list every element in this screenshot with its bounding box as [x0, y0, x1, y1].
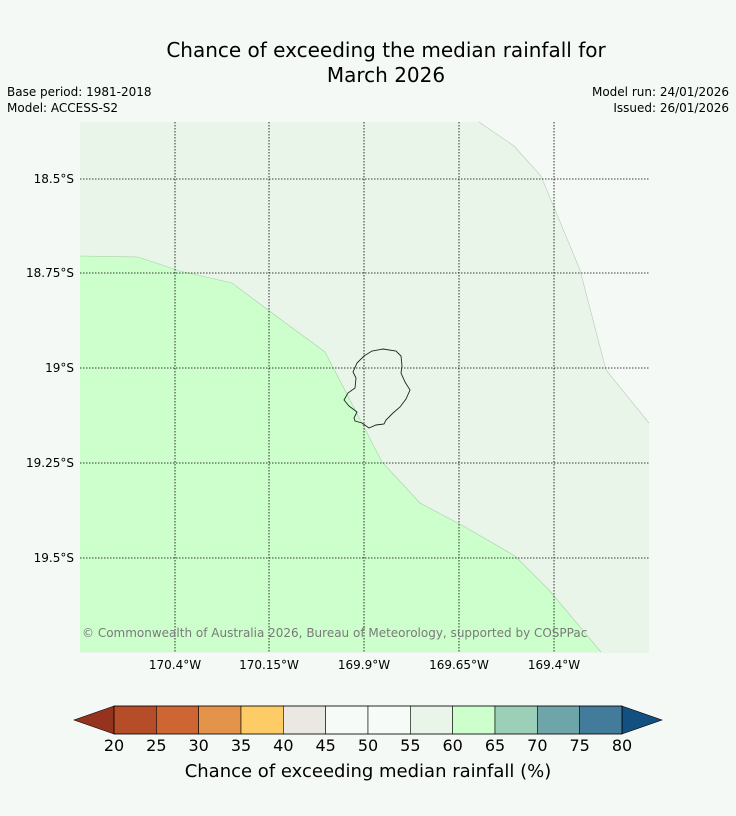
issued-date: Issued: 26/01/2026 [613, 101, 729, 115]
colorbar-frame [113, 705, 623, 735]
colorbar-cell [494, 705, 538, 735]
colorbar-under-arrow [73, 705, 115, 735]
region-boundary-west [79, 255, 602, 653]
lat-label: 18.75°S [26, 266, 74, 280]
lon-label: 170.15°W [239, 658, 299, 672]
colorbar-tick-label: 30 [188, 736, 209, 755]
colorbar-tick-label: 35 [230, 736, 252, 755]
lon-label: 169.4°W [527, 658, 581, 672]
colorbar-tick-label: 75 [569, 736, 590, 755]
colorbar-cell [113, 705, 157, 735]
colorbar-tick-label: 40 [273, 736, 294, 755]
colorbar-tick-label: 60 [442, 736, 463, 755]
title-line-2: March 2026 [326, 63, 446, 87]
colorbar-cell [579, 705, 623, 735]
colorbar [73, 705, 663, 735]
colorbar-cell [537, 705, 580, 735]
lat-label: 19.5°S [33, 551, 74, 565]
lat-label: 18.5°S [33, 172, 74, 186]
lon-label: 169.9°W [337, 658, 391, 672]
meta-left: Base period: 1981-2018 Model: ACCESS-S2 [7, 84, 152, 116]
title-line-1: Chance of exceeding the median rainfall … [166, 38, 606, 62]
colorbar-cell [198, 705, 242, 735]
gridlines [80, 122, 649, 653]
lon-label: 170.4°W [148, 658, 202, 672]
colorbar-label: Chance of exceeding median rainfall (%) [184, 761, 552, 782]
chart-title: Chance of exceeding the median rainfall … [0, 38, 736, 88]
map-region-outside [479, 122, 649, 423]
colorbar-cell [156, 705, 199, 735]
colorbar-cell [410, 705, 453, 735]
colorbar-cell [325, 705, 369, 735]
lat-label: 19°S [45, 361, 74, 375]
lon-label: 169.65°W [429, 658, 489, 672]
model-name: Model: ACCESS-S2 [7, 101, 119, 115]
colorbar-tick-label: 55 [400, 736, 421, 755]
colorbar-tick-label: 65 [484, 736, 506, 755]
colorbar-tick-label: 70 [527, 736, 548, 755]
base-period: Base period: 1981-2018 [7, 85, 152, 99]
colorbar-tick-label: 80 [611, 736, 633, 755]
lat-label: 19.25°S [26, 456, 74, 470]
region-boundary-east [478, 121, 650, 424]
colorbar-cell [240, 705, 284, 735]
colorbar-tick-label: 50 [357, 736, 379, 755]
colorbar-over-arrow [621, 705, 663, 735]
colorbar-tick-label: 45 [315, 736, 336, 755]
island-outline [343, 348, 411, 429]
copyright-credit: © Commonwealth of Australia 2026, Bureau… [82, 626, 588, 640]
colorbar-cell [452, 705, 496, 735]
meta-right: Model run: 24/01/2026 Issued: 26/01/2026 [592, 84, 729, 116]
map-region-green [80, 256, 601, 652]
colorbar-tick-label: 25 [146, 736, 167, 755]
colorbar-tick-label: 20 [103, 736, 125, 755]
colorbar-cell [367, 705, 411, 735]
model-run: Model run: 24/01/2026 [591, 85, 729, 99]
colorbar-cell [283, 705, 326, 735]
